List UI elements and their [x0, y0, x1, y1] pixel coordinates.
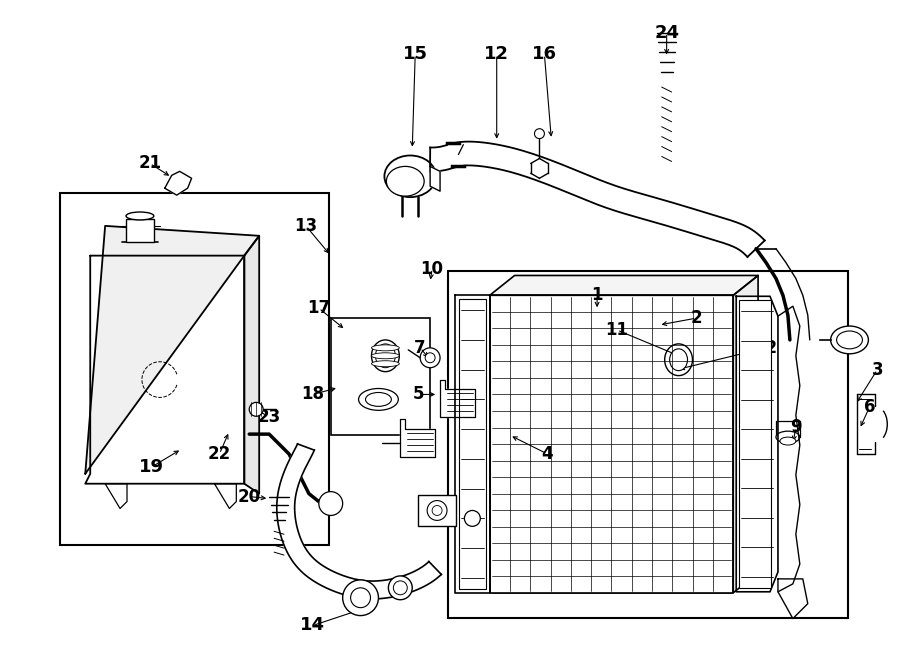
Polygon shape [105, 484, 127, 508]
Text: 22: 22 [208, 445, 231, 463]
Ellipse shape [372, 345, 400, 351]
Circle shape [393, 581, 408, 595]
Ellipse shape [670, 349, 688, 371]
Polygon shape [86, 256, 244, 484]
Text: 15: 15 [402, 46, 428, 63]
Bar [448, 270, 848, 617]
Ellipse shape [831, 326, 868, 354]
Text: 17: 17 [307, 299, 330, 317]
Polygon shape [490, 276, 758, 295]
Ellipse shape [365, 393, 392, 407]
Text: 12: 12 [754, 339, 778, 357]
Text: 13: 13 [294, 217, 318, 235]
Ellipse shape [665, 344, 692, 375]
Text: 9: 9 [790, 418, 802, 436]
Polygon shape [277, 444, 441, 599]
Ellipse shape [358, 389, 399, 410]
Polygon shape [400, 419, 435, 457]
Text: 21: 21 [139, 155, 161, 173]
Bar [330, 318, 430, 435]
Polygon shape [165, 171, 192, 195]
Circle shape [343, 580, 378, 615]
Circle shape [249, 403, 263, 416]
Ellipse shape [372, 361, 400, 367]
Polygon shape [440, 379, 475, 417]
Ellipse shape [126, 212, 154, 220]
Ellipse shape [776, 431, 800, 443]
Polygon shape [736, 296, 778, 592]
Circle shape [425, 353, 435, 363]
Circle shape [464, 510, 481, 526]
Polygon shape [778, 579, 808, 619]
Text: 1: 1 [591, 286, 603, 304]
Polygon shape [455, 295, 490, 593]
Polygon shape [447, 137, 464, 173]
Text: 24: 24 [654, 24, 680, 42]
Polygon shape [490, 295, 734, 593]
Text: 7: 7 [414, 339, 426, 357]
Polygon shape [244, 236, 259, 494]
Ellipse shape [375, 344, 395, 368]
Circle shape [319, 492, 343, 516]
Ellipse shape [837, 331, 862, 349]
Text: 2: 2 [690, 309, 702, 327]
Text: 10: 10 [420, 260, 444, 278]
Polygon shape [778, 306, 800, 592]
Polygon shape [430, 141, 765, 257]
Text: 20: 20 [238, 488, 261, 506]
Circle shape [432, 506, 442, 516]
Ellipse shape [780, 437, 796, 445]
Text: 14: 14 [301, 617, 326, 635]
Text: 8: 8 [847, 331, 859, 349]
Text: 18: 18 [302, 385, 324, 403]
Text: 12: 12 [484, 46, 509, 63]
Bar [126, 219, 154, 242]
Circle shape [420, 348, 440, 368]
Text: 16: 16 [532, 46, 557, 63]
Text: 6: 6 [864, 399, 875, 416]
Text: 5: 5 [412, 385, 424, 403]
Polygon shape [214, 484, 237, 508]
Ellipse shape [372, 340, 400, 371]
Text: 4: 4 [542, 445, 554, 463]
Text: 11: 11 [606, 321, 628, 339]
Polygon shape [86, 226, 259, 474]
Bar [60, 193, 328, 545]
Circle shape [389, 576, 412, 600]
Circle shape [535, 129, 544, 139]
Ellipse shape [372, 353, 400, 359]
Polygon shape [734, 276, 758, 593]
Circle shape [351, 588, 371, 607]
Bar [418, 494, 456, 526]
Text: 3: 3 [871, 361, 883, 379]
Text: 19: 19 [140, 458, 165, 476]
Ellipse shape [384, 155, 436, 197]
Bar [739, 300, 771, 588]
Polygon shape [430, 167, 440, 191]
Text: 23: 23 [257, 408, 281, 426]
Ellipse shape [386, 167, 424, 196]
Bar [459, 299, 486, 589]
Circle shape [428, 500, 447, 520]
